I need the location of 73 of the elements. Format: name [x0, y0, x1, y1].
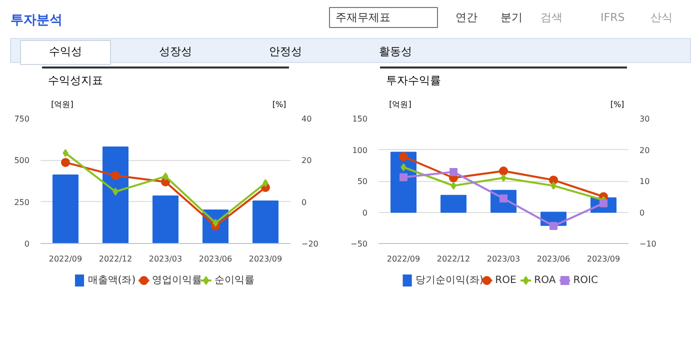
point	[399, 152, 408, 162]
point	[499, 166, 508, 176]
chart-title: 투자수익률	[386, 74, 442, 87]
x-tick-label: 2022/12	[98, 254, 132, 264]
bar	[252, 200, 278, 244]
chart-title: 수익성지표	[48, 74, 104, 87]
y2-tick-label: 0	[302, 198, 307, 207]
text: 주재무제표	[336, 11, 390, 24]
text: 산식	[650, 11, 672, 24]
y2-tick-label: 30	[640, 114, 650, 124]
x-tick-label: 2022/09	[48, 254, 82, 264]
legend-label: 매출액(좌)	[88, 275, 136, 286]
y2-tick-label: −20	[302, 240, 318, 248]
point	[550, 182, 556, 190]
y-tick-label: 750	[14, 114, 30, 124]
x-tick-label: 2023/09	[586, 254, 620, 264]
x-tick-label: 2022/12	[436, 254, 470, 264]
y-tick-label: 500	[14, 156, 30, 166]
y2-tick-label: 20	[640, 146, 650, 155]
x-tick-label: 2022/09	[386, 254, 420, 264]
bar	[152, 196, 178, 244]
x-tick-label: 2023/09	[248, 254, 282, 264]
x-tick-label: 2023/03	[148, 254, 182, 264]
y2-axis-title: [%]	[272, 100, 286, 109]
legend-label: ROIC	[573, 275, 598, 286]
bar	[102, 146, 128, 244]
y2-tick-label: 20	[302, 156, 312, 166]
y-tick-label: 250	[14, 198, 30, 207]
text: 활동성	[379, 45, 412, 58]
text: 투자분석	[10, 13, 62, 28]
text: 연간	[456, 11, 478, 24]
legend-label: ROA	[534, 275, 556, 286]
y-tick-label: 150	[352, 114, 368, 124]
legend-label: 당기순이익(좌)	[416, 275, 484, 286]
bar	[52, 174, 78, 244]
y2-tick-label: −10	[640, 240, 656, 248]
bar	[440, 194, 466, 213]
point	[262, 179, 268, 188]
point	[112, 188, 118, 196]
point	[450, 182, 456, 190]
point	[400, 173, 408, 182]
legend-label: ROE	[495, 275, 516, 286]
y-axis-title: [억원]	[389, 100, 412, 109]
y-tick-label: 0	[362, 208, 368, 218]
point	[61, 158, 70, 167]
point	[400, 163, 406, 172]
legend-label: 순이익률	[214, 275, 254, 286]
y2-tick-label: 40	[302, 114, 312, 124]
text: 성장성	[159, 45, 192, 58]
point	[549, 176, 558, 185]
x-tick-label: 2023/03	[486, 254, 520, 264]
y-axis-title: [억원]	[51, 100, 74, 109]
point	[111, 171, 120, 180]
y2-axis-title: [%]	[610, 100, 624, 109]
point	[162, 172, 168, 180]
text: 수익성	[49, 45, 82, 58]
text: IFRS	[600, 11, 625, 24]
y-tick-label: 100	[352, 146, 368, 155]
y-tick-label: 50	[357, 177, 368, 186]
text: 안정성	[269, 45, 302, 58]
y2-tick-label: 10	[640, 177, 650, 186]
text: 분기	[500, 11, 522, 24]
point	[550, 222, 558, 230]
legend-label: 영업이익률	[152, 275, 202, 286]
y2-tick-label: 0	[640, 208, 645, 218]
point	[450, 168, 458, 176]
x-tick-label: 2023/06	[536, 254, 570, 264]
text: 검색	[540, 11, 562, 24]
point	[500, 174, 506, 182]
x-tick-label: 2023/06	[198, 254, 232, 264]
y-tick-label: 0	[24, 240, 30, 248]
y-tick-label: −50	[350, 240, 368, 248]
point	[62, 149, 68, 158]
